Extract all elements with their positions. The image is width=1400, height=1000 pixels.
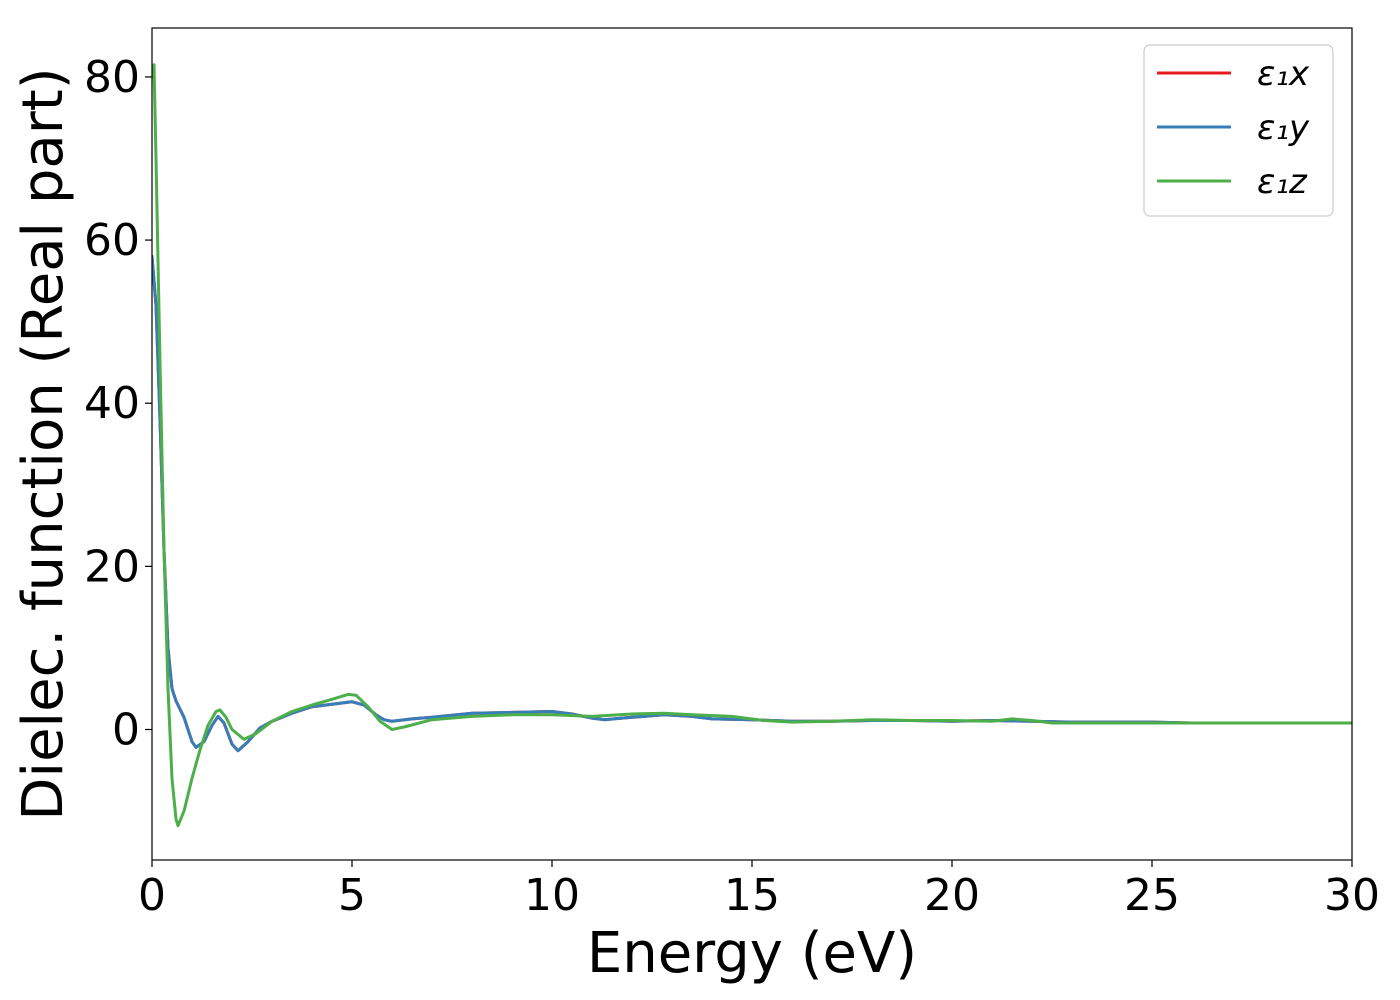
y-tick-label: 60 <box>84 215 140 266</box>
legend-label-2: ε₁z <box>1257 162 1308 202</box>
x-tick-label: 0 <box>138 870 166 921</box>
series-line-2 <box>152 63 1352 828</box>
series-line-0 <box>152 254 1352 753</box>
y-axis-label: Dielec. function (Real part) <box>11 67 76 820</box>
y-tick-label: 20 <box>84 541 140 592</box>
x-axis-label: Energy (eV) <box>587 921 917 986</box>
x-tick-label: 15 <box>724 870 780 921</box>
x-tick-label: 30 <box>1324 870 1380 921</box>
legend-label-1: ε₁y <box>1257 108 1310 148</box>
series-line-1 <box>152 254 1352 753</box>
x-tick-label: 25 <box>1124 870 1180 921</box>
y-tick-label: 80 <box>84 52 140 103</box>
x-tick-label: 20 <box>924 870 980 921</box>
y-tick-label: 40 <box>84 378 140 429</box>
legend-label-0: ε₁x <box>1257 54 1310 94</box>
legend-box <box>1143 44 1334 217</box>
plot-area <box>152 63 1352 828</box>
axis-ticks: 0 5 10 15 20 25 30 0 20 40 60 80 <box>84 52 1380 921</box>
x-tick-label: 10 <box>524 870 580 921</box>
legend: ε₁x ε₁y ε₁z <box>1143 44 1334 217</box>
x-tick-label: 5 <box>338 870 366 921</box>
y-tick-label: 0 <box>112 704 140 755</box>
